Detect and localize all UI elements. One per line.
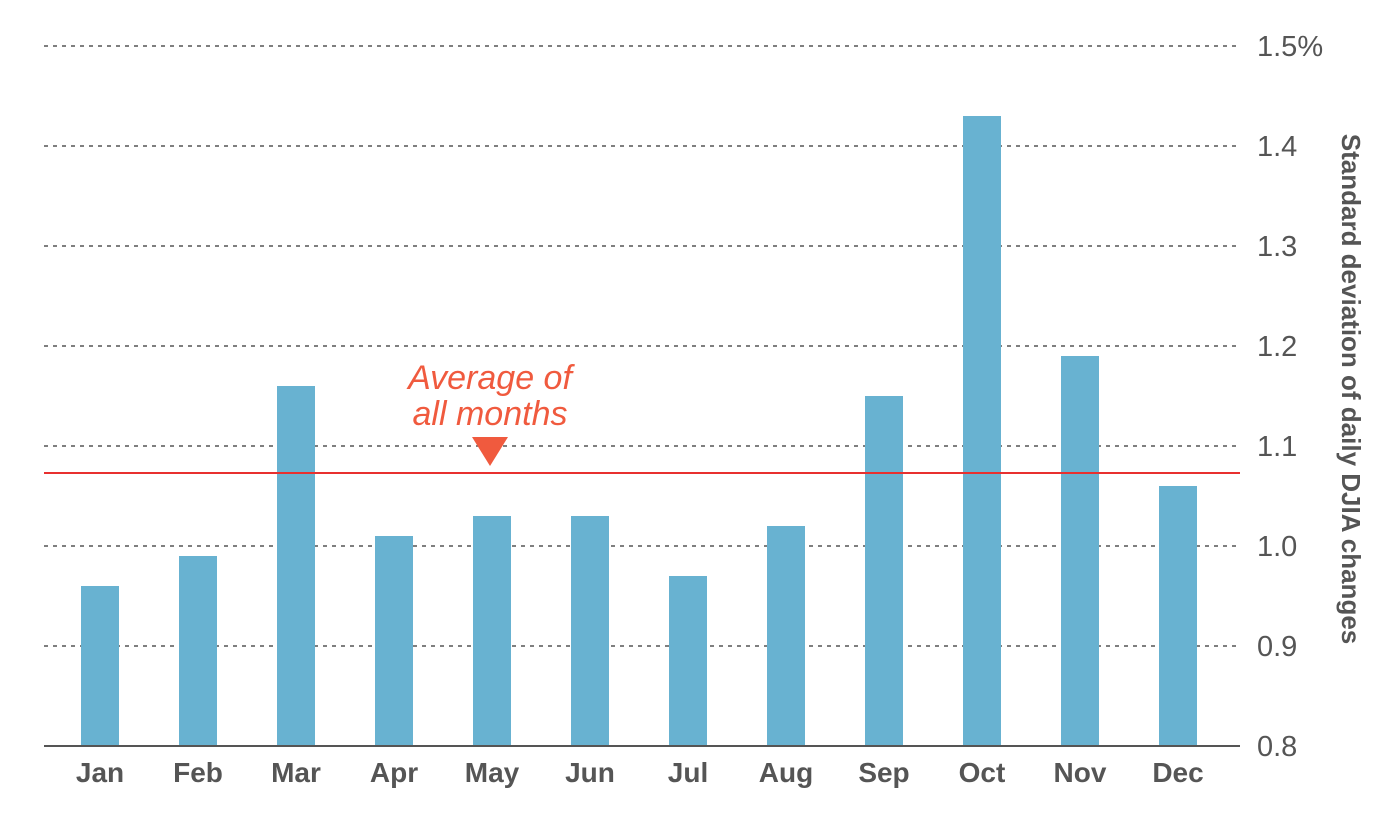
y-tick-label: 1.1: [1257, 431, 1297, 463]
y-tick-label: 1.4: [1257, 131, 1297, 163]
y-axis-title: Standard deviation of daily DJIA changes: [1336, 134, 1366, 644]
x-tick-label: Nov: [1054, 757, 1107, 788]
x-tick-label: Feb: [173, 757, 223, 788]
y-tick-label: 0.9: [1257, 631, 1297, 663]
gridlines: [44, 45, 1240, 647]
bar-sep: [865, 396, 903, 746]
x-tick-label: Jun: [565, 757, 615, 788]
y-tick-labels: 0.8 0.9 1.0 1.1 1.2 1.3 1.4 1.5%: [1257, 31, 1323, 763]
x-tick-label: Mar: [271, 757, 321, 788]
bar-jan: [81, 586, 119, 746]
bar-nov: [1061, 356, 1099, 746]
x-tick-label: Dec: [1152, 757, 1203, 788]
bar-feb: [179, 556, 217, 746]
average-marker: [472, 437, 508, 466]
bar-jul: [669, 576, 707, 746]
average-label-line2: all months: [413, 395, 568, 433]
average-label-line1: Average of: [406, 359, 575, 397]
bar-aug: [767, 526, 805, 746]
bar-oct: [963, 116, 1001, 746]
x-tick-label: Jan: [76, 757, 124, 788]
y-tick-label: 0.8: [1257, 731, 1297, 763]
y-tick-label: 1.3: [1257, 231, 1297, 263]
bar-dec: [1159, 486, 1197, 746]
x-tick-labels: Jan Feb Mar Apr May Jun Jul Aug Sep Oct Nov Dec: [76, 757, 1204, 788]
bar-mar: [277, 386, 315, 746]
x-tick-label: Apr: [370, 757, 418, 788]
y-tick-label: 1.0: [1257, 531, 1297, 563]
x-tick-label: May: [465, 757, 520, 788]
x-tick-label: Aug: [759, 757, 813, 788]
x-tick-label: Jul: [668, 757, 708, 788]
x-tick-label: Sep: [858, 757, 909, 788]
bar-jun: [571, 516, 609, 746]
x-tick-label: Oct: [959, 757, 1006, 788]
y-tick-label: 1.5%: [1257, 31, 1323, 63]
bar-apr: [375, 536, 413, 746]
y-tick-label: 1.2: [1257, 331, 1297, 363]
bars: [81, 116, 1197, 746]
bar-may: [473, 516, 511, 746]
